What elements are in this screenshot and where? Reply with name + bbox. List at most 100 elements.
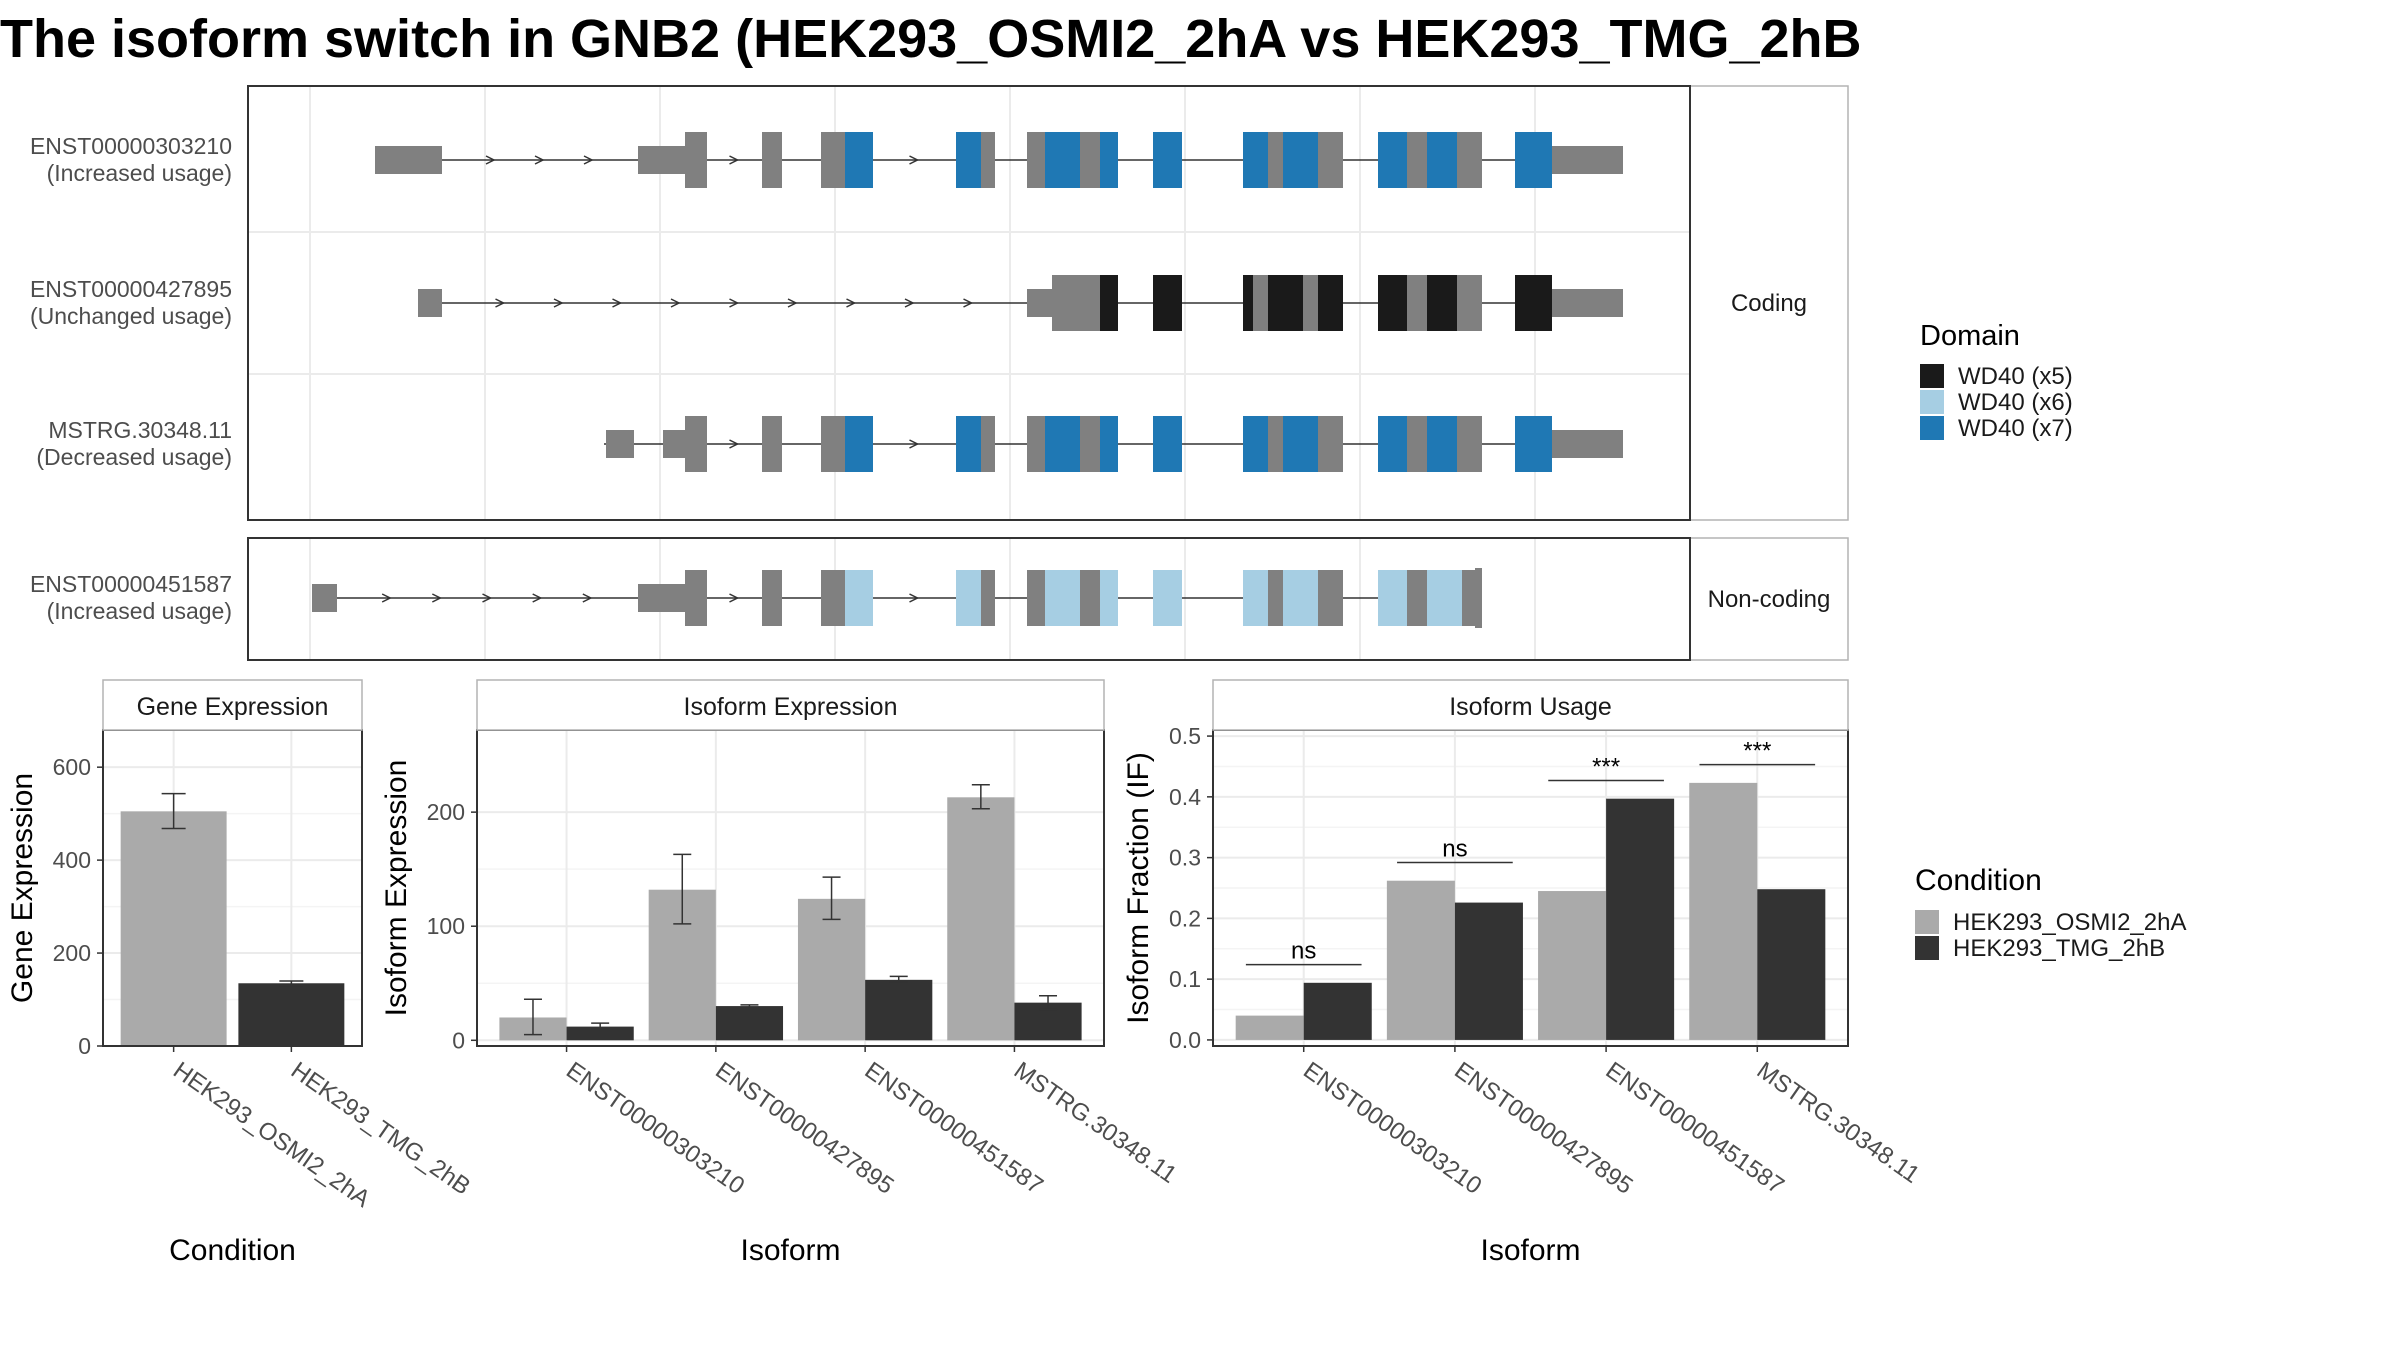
exon	[1027, 570, 1045, 626]
condition-legend-label: HEK293_TMG_2hB	[1953, 935, 2165, 962]
y-tick-label: 0	[78, 1033, 91, 1059]
bar	[715, 1006, 784, 1041]
x-tick-label: HEK293_OSMI2_2hA	[168, 1057, 375, 1213]
domain-exon	[956, 570, 981, 626]
domain-exon	[1100, 275, 1118, 331]
exon	[1552, 430, 1623, 458]
exon	[821, 416, 845, 472]
condition-legend-label: HEK293_OSMI2_2hA	[1953, 909, 2186, 936]
domain-exon	[1243, 416, 1268, 472]
bar	[1606, 798, 1675, 1040]
intron-arrow	[729, 298, 740, 308]
y-tick-label: 0.0	[1169, 1027, 1201, 1053]
domain-exon	[845, 132, 873, 188]
exon	[1552, 146, 1623, 174]
transcript-id: ENST00000303210	[30, 133, 232, 159]
y-tick-label: 200	[427, 799, 465, 825]
domain-exon	[1045, 570, 1080, 626]
bar	[1386, 880, 1455, 1040]
intron-arrow	[729, 439, 740, 449]
bar	[1538, 891, 1607, 1040]
significance-label: ns	[1442, 835, 1467, 862]
intron-arrow	[729, 155, 740, 165]
exon	[1457, 275, 1482, 331]
y-tick-label: 400	[53, 847, 91, 873]
exon	[685, 132, 707, 188]
panel-strip	[476, 679, 1105, 731]
facet-strip-noncoding	[1689, 537, 1849, 661]
exon	[1268, 570, 1283, 626]
bar	[1689, 782, 1758, 1040]
chart-panel	[1207, 679, 1849, 1052]
exon	[762, 416, 782, 472]
domain-exon	[1153, 132, 1182, 188]
domain-exon	[1515, 416, 1552, 472]
domain-exon	[1100, 570, 1118, 626]
intron-arrow	[485, 155, 496, 165]
transcript-row	[418, 275, 1623, 331]
bar	[238, 983, 345, 1046]
facet-label-noncoding: Non-coding	[1708, 586, 1831, 613]
domain-exon	[1153, 416, 1182, 472]
x-axis-title: Condition	[169, 1234, 296, 1267]
exon	[821, 570, 845, 626]
exon	[821, 132, 845, 188]
exon	[1303, 275, 1318, 331]
chart-panel	[97, 679, 363, 1052]
domain-legend-key	[1920, 416, 1944, 440]
exon	[1318, 132, 1343, 188]
domain-exon	[1427, 416, 1457, 472]
exon	[1052, 275, 1100, 331]
facet-strip-coding	[1689, 85, 1849, 521]
intron-arrow	[787, 298, 798, 308]
exon	[375, 146, 442, 174]
domain-exon	[1378, 275, 1407, 331]
y-axis-title: Gene Expression	[6, 773, 39, 1003]
bar	[865, 979, 933, 1041]
intron-arrow	[482, 593, 493, 603]
y-tick-label: 600	[53, 754, 91, 780]
domain-exon	[1153, 275, 1182, 331]
bar	[797, 898, 866, 1041]
intron-arrow	[431, 593, 443, 603]
y-tick-label: 100	[427, 913, 465, 939]
intron-arrow	[846, 298, 857, 308]
exon	[685, 570, 707, 626]
domain-exon	[1045, 416, 1080, 472]
bar	[1235, 1015, 1304, 1040]
bar	[566, 1026, 634, 1041]
domain-exon	[1283, 132, 1318, 188]
transcript-usage: (Increased usage)	[47, 160, 232, 186]
panel-title: Gene Expression	[137, 693, 329, 721]
transcript-row	[604, 416, 1623, 472]
exon	[762, 132, 782, 188]
exon	[1027, 289, 1052, 317]
transcript-id: ENST00000427895	[30, 276, 232, 302]
exon	[1462, 570, 1475, 626]
intron-arrow	[909, 155, 920, 165]
transcript-id: MSTRG.30348.11	[48, 417, 232, 443]
exon	[1268, 132, 1283, 188]
exon	[1318, 570, 1343, 626]
panel-title: Isoform Expression	[684, 693, 898, 721]
exon	[981, 570, 995, 626]
domain-exon	[1100, 132, 1118, 188]
intron-arrow	[904, 298, 915, 308]
domain-legend-label: WD40 (x5)	[1958, 363, 2073, 390]
domain-exon	[1153, 570, 1182, 626]
bar	[1757, 889, 1826, 1040]
condition-legend-key	[1915, 910, 1939, 934]
domain-exon	[1427, 275, 1457, 331]
y-tick-label: 0.4	[1169, 784, 1201, 810]
intron-arrow	[670, 298, 681, 308]
y-tick-label: 0.2	[1169, 905, 1201, 931]
exon	[1407, 275, 1427, 331]
bar	[120, 811, 227, 1046]
intron-arrow	[909, 439, 920, 449]
coding-panel-border	[247, 85, 1691, 521]
intron-arrow	[582, 593, 593, 603]
panel-strip	[102, 679, 363, 731]
domain-exon	[956, 132, 981, 188]
intron-arrow	[381, 593, 392, 603]
domain-legend-key	[1920, 390, 1944, 414]
